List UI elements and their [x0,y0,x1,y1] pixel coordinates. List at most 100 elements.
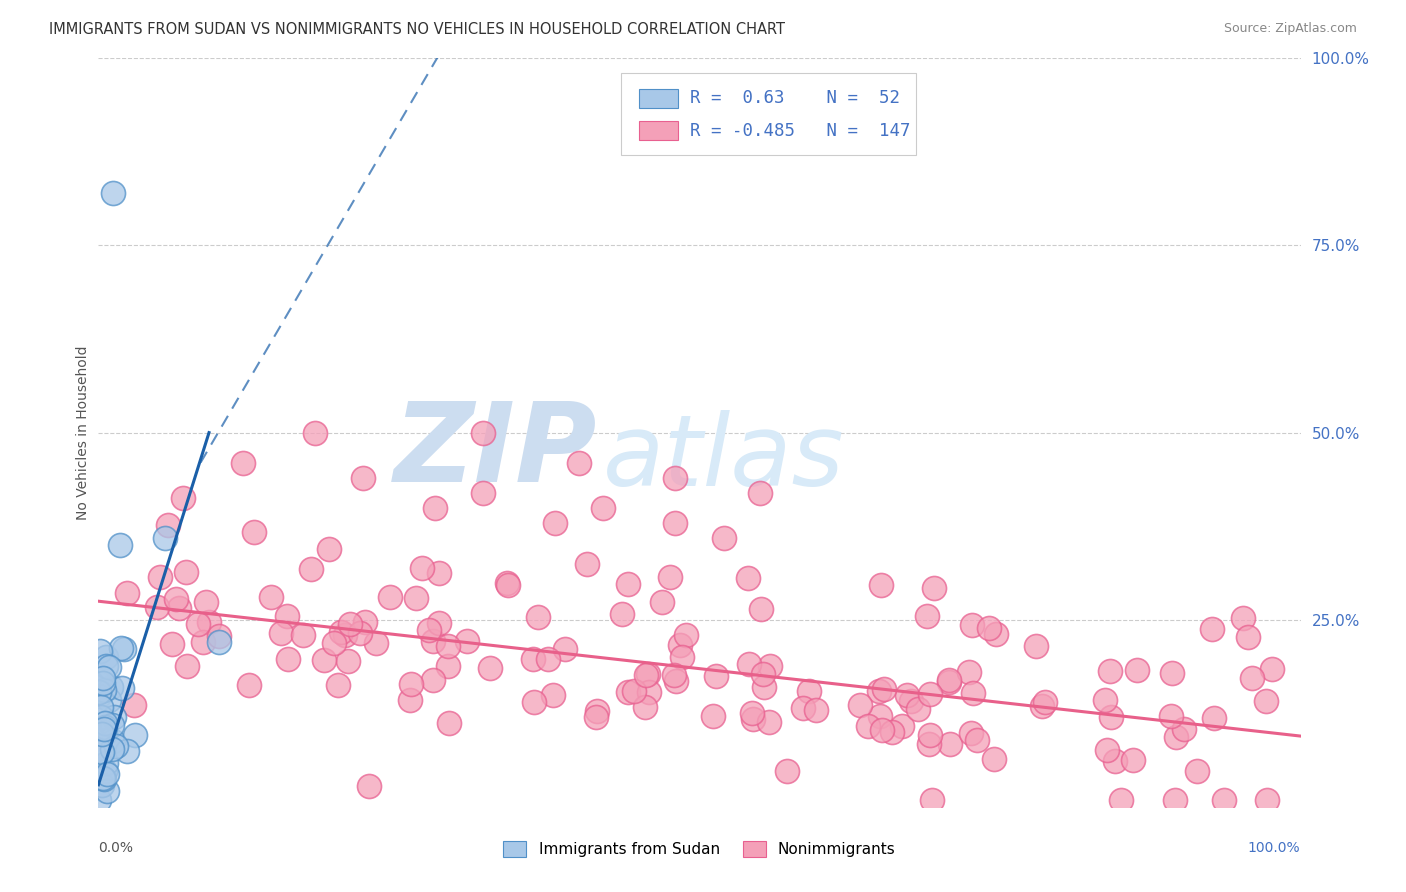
Point [922,581,945,595]
Point [117,744,139,758]
Point [1256,793,1278,807]
Point [979,621,1001,635]
Point [364,636,387,650]
Point [983,751,1005,765]
Point [270,626,292,640]
Point [868,684,890,698]
Point [610,607,633,621]
Point [336,654,359,668]
Point [544,516,567,530]
Point [915,608,938,623]
Point [456,633,478,648]
Point [110,681,132,695]
Point [90,699,112,714]
Point [959,725,981,739]
Point [920,687,942,701]
Point [243,524,266,539]
Point [536,652,558,666]
Point [960,617,983,632]
Point [664,516,686,530]
Point [100,718,122,732]
Point [623,683,645,698]
Point [651,595,673,609]
Point [422,673,444,688]
Point [354,615,377,630]
Point [1025,639,1047,653]
Text: R = -0.485   N =  147: R = -0.485 N = 147 [690,121,910,140]
Point [496,576,519,591]
Point [93,772,115,786]
Point [91,671,114,685]
Point [938,674,960,689]
Point [96,766,118,780]
Point [423,500,446,515]
Point [1164,730,1187,744]
Point [146,599,169,614]
Point [576,557,599,571]
Point [98,693,121,707]
Point [187,616,209,631]
Point [675,628,697,642]
Point [637,667,659,681]
Point [149,570,172,584]
Point [1160,666,1182,681]
Point [124,698,146,713]
Point [1099,710,1122,724]
Point [869,709,891,723]
Point [896,688,918,702]
Point [1111,793,1133,807]
Text: Source: ZipAtlas.com: Source: ZipAtlas.com [1223,22,1357,36]
Point [585,710,607,724]
Point [94,720,117,734]
Point [399,692,422,706]
Point [962,686,984,700]
Point [89,676,111,690]
Point [103,710,125,724]
Point [232,456,254,470]
Point [870,578,893,592]
Point [87,685,110,699]
Point [89,644,111,658]
Point [713,531,735,545]
Point [401,677,423,691]
Point [1260,662,1282,676]
Legend: Immigrants from Sudan, Nonimmigrants: Immigrants from Sudan, Nonimmigrants [498,835,901,863]
Point [665,673,688,688]
Point [664,668,686,682]
Text: ZIP: ZIP [394,398,598,505]
Point [208,635,231,649]
Point [94,764,117,779]
Point [437,716,460,731]
Point [702,709,724,723]
FancyBboxPatch shape [640,88,678,108]
Point [966,732,988,747]
Point [304,425,326,440]
Point [93,683,115,698]
Point [89,690,111,704]
Point [752,680,775,694]
Point [1094,692,1116,706]
Point [671,649,693,664]
Point [586,704,609,718]
Point [93,721,115,735]
Point [752,666,775,681]
Point [104,739,127,753]
Point [276,609,298,624]
Point [617,685,640,699]
Point [523,695,546,709]
Point [349,626,371,640]
Point [326,678,349,692]
Point [165,592,187,607]
Point [872,723,894,737]
Point [957,665,980,679]
Point [748,485,770,500]
Point [742,712,765,726]
Text: IMMIGRANTS FROM SUDAN VS NONIMMIGRANTS NO VEHICLES IN HOUSEHOLD CORRELATION CHAR: IMMIGRANTS FROM SUDAN VS NONIMMIGRANTS N… [49,22,785,37]
Point [637,685,659,699]
Point [260,590,283,604]
Point [797,684,820,698]
Point [291,628,314,642]
Point [804,703,827,717]
Point [427,566,450,580]
Point [849,698,872,712]
